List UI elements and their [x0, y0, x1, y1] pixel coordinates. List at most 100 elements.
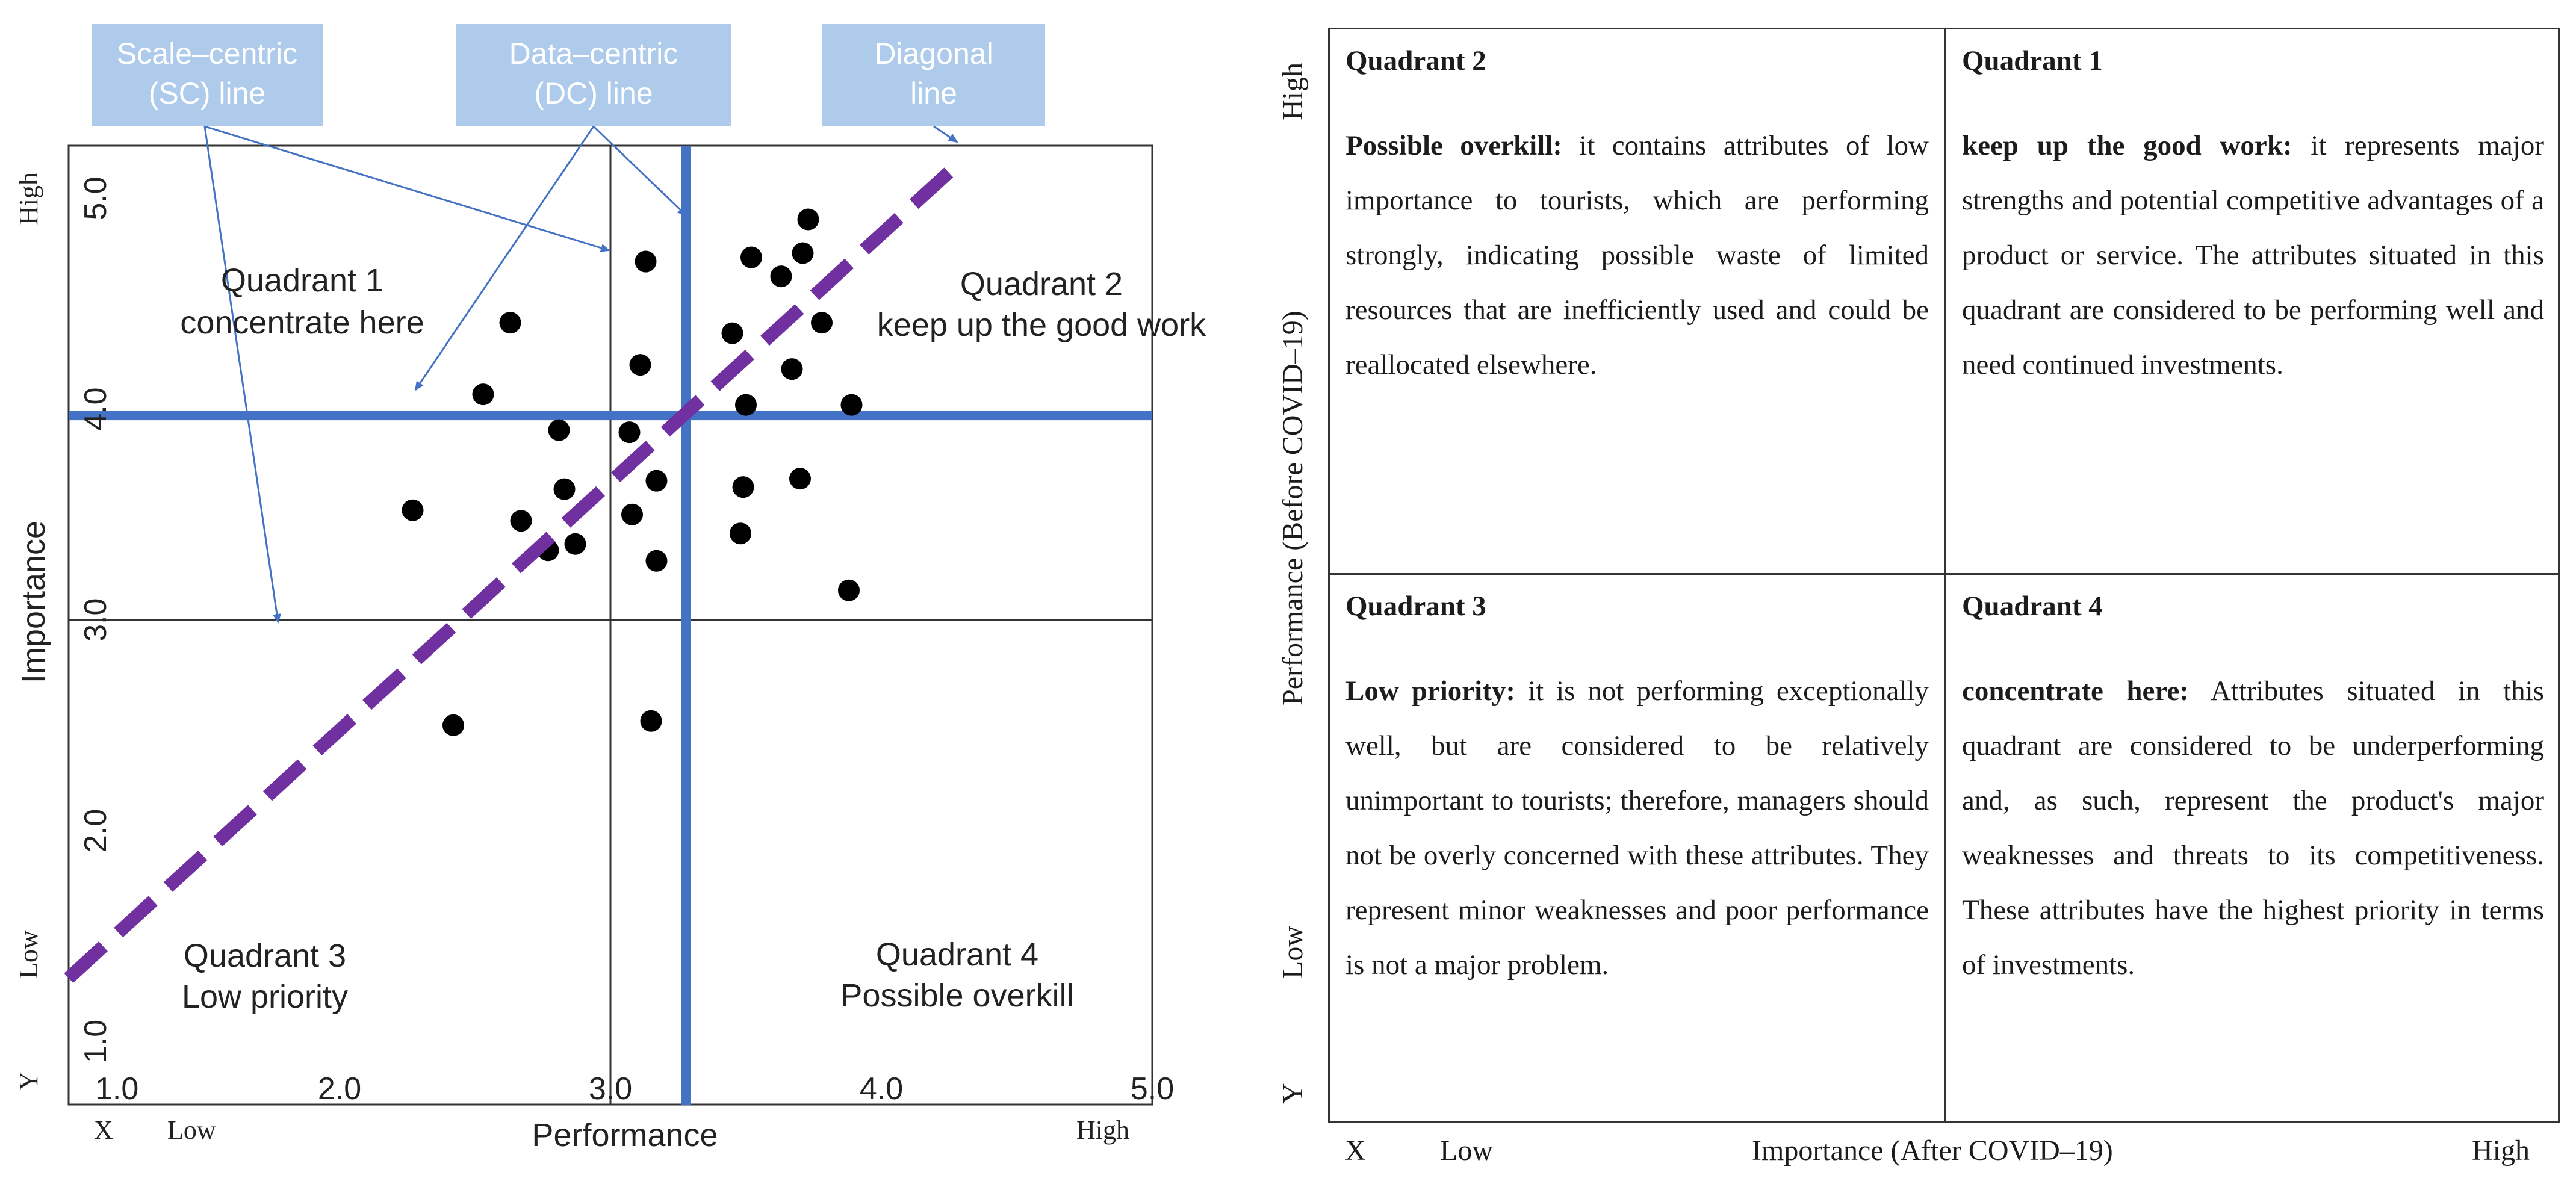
- ipa-scatter-chart: Scale–centric (SC) line Data–centric (DC…: [14, 24, 1206, 1153]
- table-y-axis-title: Performance (Before COVID–19): [1277, 311, 1309, 705]
- data-point-15: [645, 470, 668, 492]
- x-axis-title: Performance: [532, 1117, 718, 1153]
- data-point-24: [789, 468, 811, 490]
- y-tick-label-5: 5.0: [78, 176, 113, 220]
- table-y-axis-letter: Y: [1277, 1083, 1309, 1104]
- data-point-3: [472, 383, 494, 406]
- quadrant-1-description: keep up the good work: it represents maj…: [1962, 119, 2544, 392]
- table-x-axis-high: High: [2472, 1135, 2530, 1167]
- data-point-19: [732, 476, 754, 498]
- chart-layer: 1.0 2.0 3.0 4.0 5.0 1.0 2.0 3.0 4.0 5.0: [64, 146, 1174, 1106]
- x-axis-low: Low: [167, 1115, 216, 1145]
- sc-callout-arrow-1: [204, 125, 610, 252]
- ipa-quadrant-table: Quadrant 2 Possible overkill: it contain…: [1328, 28, 2560, 1123]
- data-point-11: [621, 503, 643, 525]
- q4-label-desc: Possible overkill: [840, 978, 1073, 1014]
- table-x-axis-letter: X: [1345, 1135, 1366, 1167]
- data-point-16: [645, 550, 668, 572]
- table-x-axis-title: Importance (After COVID–19): [1752, 1135, 2113, 1167]
- sc-callout-line2: (SC) line: [149, 76, 265, 110]
- data-point-8: [553, 478, 576, 500]
- y-tick-label-2: 2.0: [78, 809, 113, 852]
- sc-callout-line1: Scale–centric: [117, 37, 297, 70]
- sc-line-callout: Scale–centric (SC) line: [92, 24, 323, 126]
- dc-callout-arrow-1: [414, 126, 595, 391]
- data-point-26: [797, 208, 819, 231]
- quadrant-1-body: it represents major strengths and potent…: [1962, 130, 2544, 380]
- diagonal-callout-line2: line: [910, 76, 957, 110]
- table-y-axis-low: Low: [1277, 926, 1309, 979]
- dc-callout-line2: (DC) line: [534, 76, 653, 110]
- x-tick-label-4: 4.0: [860, 1071, 903, 1106]
- dc-line-callout: Data–centric (DC) line: [456, 24, 731, 126]
- quadrant-3-description: Low priority: it is not performing excep…: [1345, 664, 1929, 993]
- quadrant-4-title: Quadrant 4: [1962, 590, 2103, 622]
- diagonal-callout-arrow: [933, 125, 958, 143]
- quadrant-2-body: it contains attributes of low importance…: [1345, 130, 1929, 380]
- x-axis-high: High: [1076, 1115, 1129, 1145]
- data-point-13: [635, 250, 657, 273]
- q3-label-desc: Low priority: [182, 979, 348, 1015]
- table-y-axis-high: High: [1277, 63, 1309, 120]
- data-point-14: [640, 710, 662, 732]
- data-point-1: [402, 499, 424, 521]
- q3-label-title: Quadrant 3: [184, 938, 346, 974]
- data-point-28: [838, 579, 860, 601]
- y-tick-label-4: 4.0: [78, 387, 113, 430]
- quadrant-4-cell: Quadrant 4 concentrate here: Attributes …: [1946, 575, 2560, 1123]
- data-point-22: [770, 265, 792, 288]
- quadrant-2-description: Possible overkill: it contains attribute…: [1345, 119, 1929, 392]
- diagonal-line: [64, 160, 962, 984]
- data-point-27: [811, 312, 833, 334]
- data-point-4: [510, 510, 532, 532]
- data-point-10: [618, 421, 641, 444]
- quadrant-4-lead: concentrate here:: [1962, 675, 2189, 707]
- quadrant-2-lead: Possible overkill:: [1345, 130, 1562, 161]
- data-point-25: [792, 242, 814, 264]
- y-tick-label-1: 1.0: [78, 1020, 113, 1063]
- data-point-7: [548, 419, 570, 441]
- diagonal-callout-line1: Diagonal: [874, 37, 993, 70]
- q4-label-title: Quadrant 4: [876, 937, 1038, 973]
- data-point-21: [740, 246, 762, 268]
- ipa-scatter-figure: Scale–centric (SC) line Data–centric (DC…: [0, 0, 1240, 1184]
- diagonal-line-callout: Diagonal line: [822, 24, 1045, 126]
- data-point-18: [730, 522, 751, 545]
- y-axis-title: Importance: [16, 521, 52, 683]
- quadrant-3-body: it is not performing exceptionally well,…: [1345, 675, 1929, 981]
- table-x-axis-low: Low: [1440, 1135, 1493, 1167]
- y-axis-letter: Y: [14, 1071, 43, 1091]
- data-point-5: [499, 312, 521, 334]
- quadrant-3-title: Quadrant 3: [1345, 590, 1486, 622]
- quadrant-4-body: Attributes situated in this quadrant are…: [1962, 675, 2544, 981]
- quadrant-3-cell: Quadrant 3 Low priority: it is not perfo…: [1330, 575, 1946, 1123]
- quadrant-1-title: Quadrant 1: [1962, 45, 2103, 76]
- y-tick-label-3: 3.0: [78, 598, 113, 642]
- ipa-quadrant-table-figure: Quadrant 2 Possible overkill: it contain…: [1264, 0, 2576, 1184]
- data-point-17: [721, 322, 743, 344]
- x-tick-label-5: 5.0: [1131, 1071, 1174, 1106]
- y-axis-high: High: [14, 172, 43, 225]
- q1-label-title: Quadrant 1: [221, 262, 383, 299]
- data-point-2: [442, 714, 464, 736]
- dc-callout-arrow-2: [592, 125, 687, 217]
- sc-callout-arrow-2: [203, 126, 281, 624]
- y-axis-low: Low: [14, 930, 43, 979]
- x-tick-label-2: 2.0: [318, 1071, 361, 1106]
- dc-callout-line1: Data–centric: [509, 37, 678, 70]
- q2-label-title: Quadrant 2: [960, 266, 1123, 302]
- data-point-12: [629, 354, 651, 376]
- quadrant-2-cell: Quadrant 2 Possible overkill: it contain…: [1330, 29, 1946, 575]
- data-point-29: [840, 394, 863, 416]
- quadrant-3-lead: Low priority:: [1345, 675, 1516, 707]
- quadrant-4-description: concentrate here: Attributes situated in…: [1962, 664, 2544, 993]
- data-point-9: [564, 533, 586, 555]
- x-tick-label-3: 3.0: [589, 1071, 632, 1106]
- quadrant-1-lead: keep up the good work:: [1962, 130, 2292, 161]
- data-point-20: [735, 394, 757, 416]
- data-point-23: [781, 358, 803, 380]
- q2-label-desc: keep up the good work: [877, 307, 1206, 343]
- x-axis-letter: X: [94, 1115, 113, 1145]
- quadrant-1-cell: Quadrant 1 keep up the good work: it rep…: [1946, 29, 2560, 575]
- quadrant-2-title: Quadrant 2: [1345, 45, 1486, 76]
